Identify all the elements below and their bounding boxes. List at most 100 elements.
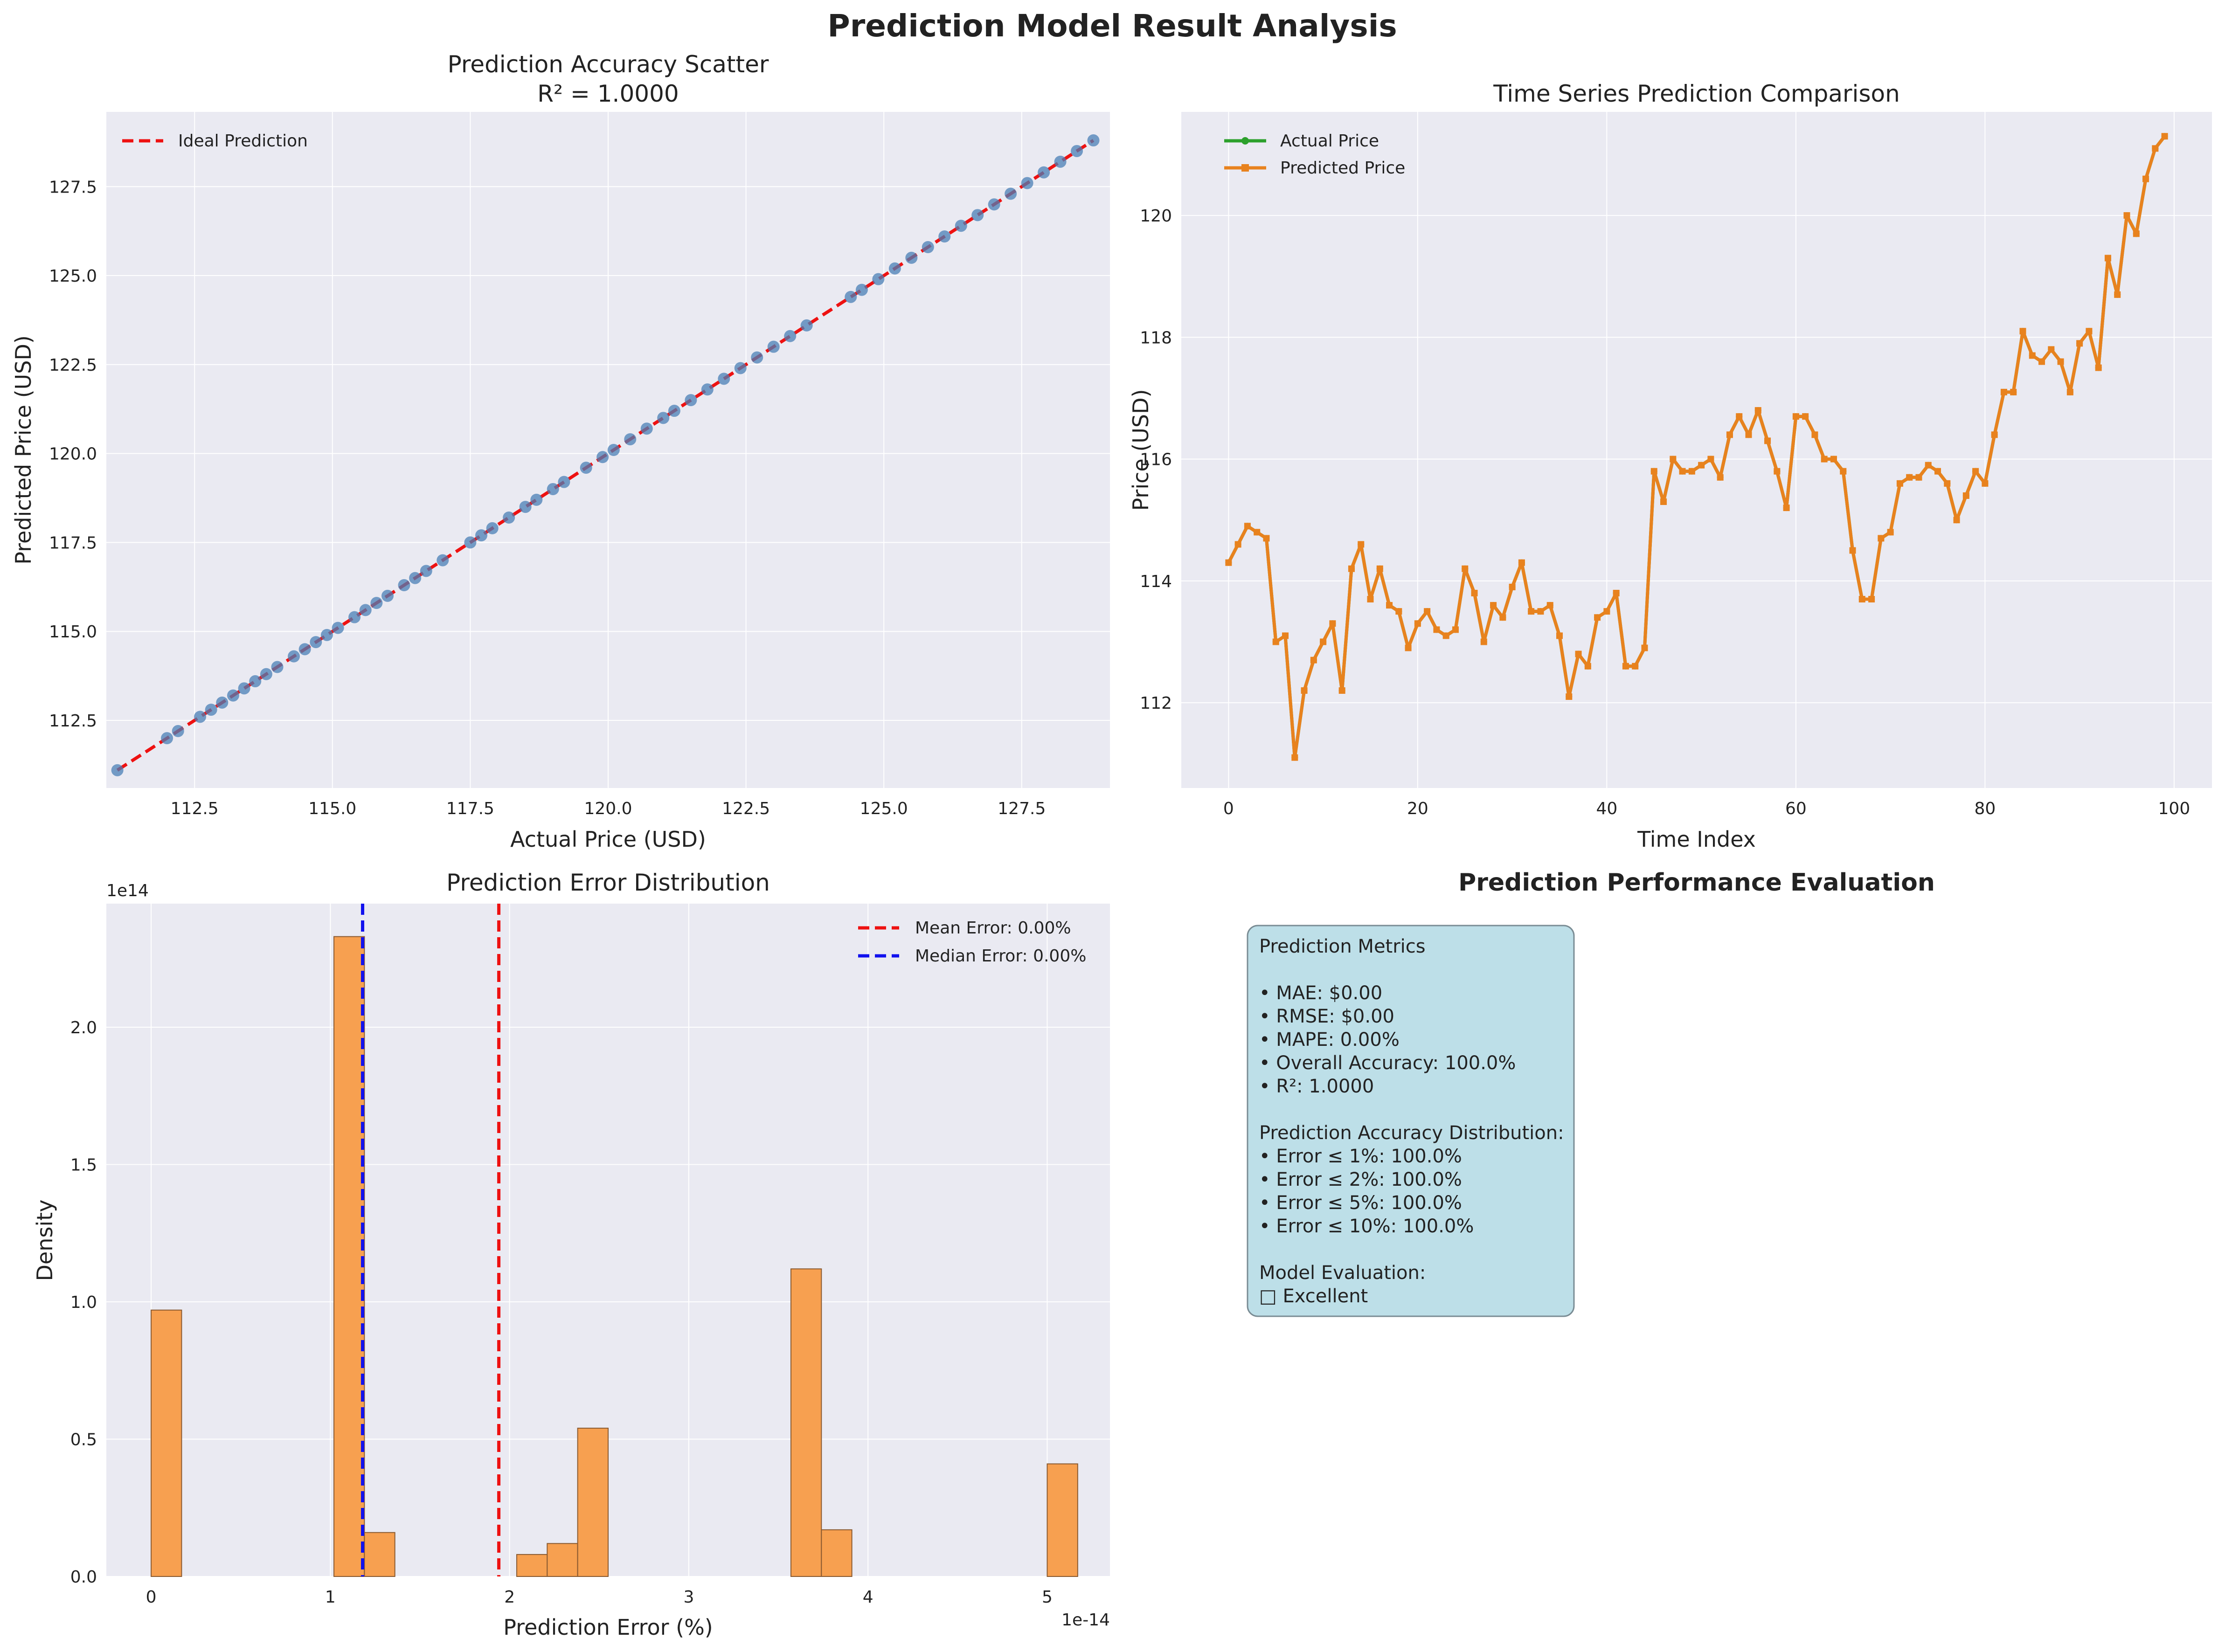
scatter-point xyxy=(938,230,951,243)
series-point-predicted xyxy=(1414,620,1421,627)
series-point-predicted xyxy=(2048,346,2055,353)
scatter-point xyxy=(475,529,488,542)
scatter-point xyxy=(624,433,637,446)
series-point-predicted xyxy=(1452,626,1459,633)
series-point-predicted xyxy=(2038,358,2045,365)
series-point-predicted xyxy=(1915,474,1922,481)
scatter-point xyxy=(922,241,934,253)
series-point-predicted xyxy=(1707,456,1714,463)
metrics-panel: Prediction Performance Evaluation Predic… xyxy=(1247,869,1935,1317)
scatter-point xyxy=(1087,134,1100,147)
series-point-predicted xyxy=(1594,614,1601,621)
series-point-predicted xyxy=(1982,480,1989,487)
timeseries-legend: Actual Price Predicted Price xyxy=(1224,131,1405,178)
series-point-predicted xyxy=(1858,596,1865,603)
series-point-predicted xyxy=(1934,468,1941,475)
y-tick-label: 116 xyxy=(1140,450,1172,470)
series-point-predicted xyxy=(1471,589,1478,596)
series-point-predicted xyxy=(1367,596,1374,603)
scatter-point xyxy=(320,629,333,641)
metrics-box xyxy=(1247,925,1575,1317)
series-point-predicted xyxy=(2114,291,2121,298)
scatter-point xyxy=(640,422,653,435)
metrics-line: • Error ≤ 10%: 100.0% xyxy=(1259,1216,1474,1237)
scatter-point xyxy=(872,273,885,285)
metrics-line: • Error ≤ 2%: 100.0% xyxy=(1259,1169,1462,1190)
histogram-bar xyxy=(364,1532,395,1577)
scatter-point xyxy=(547,483,559,495)
y-tick-label: 117.5 xyxy=(49,533,97,553)
histogram-panel: Prediction Error Distribution 0 1 2 3 4 5 0.0… xyxy=(32,869,1110,1640)
metrics-line: Prediction Metrics xyxy=(1259,936,1426,957)
scatter-point xyxy=(1005,187,1017,200)
histogram-title: Prediction Error Distribution xyxy=(446,869,770,896)
x-tick-label: 117.5 xyxy=(446,799,494,818)
series-point-predicted xyxy=(1840,468,1847,475)
x-tick-label: 100 xyxy=(2158,799,2190,818)
histogram-bar xyxy=(333,936,365,1577)
scatter-point xyxy=(298,643,311,656)
series-point-predicted xyxy=(1821,456,1828,463)
y-tick-label: 0.5 xyxy=(70,1431,97,1450)
x-tick-label: 1 xyxy=(325,1588,336,1607)
series-point-predicted xyxy=(1650,468,1657,475)
series-point-predicted xyxy=(2000,388,2007,395)
series-point-predicted xyxy=(1480,638,1487,645)
series-point-predicted xyxy=(1272,638,1279,645)
series-point-predicted xyxy=(1878,535,1885,542)
series-point-predicted xyxy=(1509,583,1516,590)
series-point-predicted xyxy=(1376,565,1383,572)
scatter-point xyxy=(1071,145,1083,157)
x-tick-label: 125.0 xyxy=(860,799,908,818)
scatter-point xyxy=(751,351,763,364)
scatter-point xyxy=(398,579,410,591)
histogram-bars-layer xyxy=(151,936,1078,1577)
legend-label-mean: Mean Error: 0.00% xyxy=(915,919,1071,938)
scatter-point xyxy=(845,290,857,303)
scatter-point xyxy=(348,611,361,623)
histogram-bar xyxy=(577,1427,609,1577)
histogram-bar xyxy=(516,1554,548,1577)
scatter-point xyxy=(607,444,620,456)
y-tick-label: 114 xyxy=(1140,572,1172,591)
scatter-point xyxy=(238,682,250,695)
series-point-predicted xyxy=(1887,529,1894,536)
histogram-y-ticks: 0.0 0.5 1.0 1.5 2.0 xyxy=(70,1018,97,1587)
series-point-predicted xyxy=(1566,693,1573,700)
x-tick-label: 20 xyxy=(1407,799,1428,818)
scatter-point xyxy=(1054,155,1067,168)
scatter-subtitle: R² = 1.0000 xyxy=(537,80,679,107)
series-point-predicted xyxy=(2019,328,2026,335)
series-point-predicted xyxy=(1282,632,1289,639)
series-point-predicted xyxy=(2057,358,2064,365)
series-point-predicted xyxy=(1783,505,1790,511)
scatter-point xyxy=(227,689,239,702)
scatter-point xyxy=(205,704,217,716)
scatter-point xyxy=(800,319,813,332)
metrics-line: • R²: 1.0000 xyxy=(1259,1076,1374,1097)
timeseries-y-ticks: 112 114 116 118 120 xyxy=(1140,207,1172,713)
scatter-point xyxy=(668,405,680,417)
series-point-predicted xyxy=(1263,535,1270,542)
y-tick-label: 2.0 xyxy=(70,1018,97,1037)
scatter-point xyxy=(701,383,714,396)
scatter-point xyxy=(955,220,967,232)
series-point-predicted xyxy=(1490,602,1497,609)
scatter-point xyxy=(310,636,322,649)
scatter-x-label: Actual Price (USD) xyxy=(510,827,706,852)
series-point-predicted xyxy=(1764,437,1771,444)
timeseries-x-label: Time Index xyxy=(1637,827,1756,852)
series-point-predicted xyxy=(1301,687,1308,694)
scatter-point xyxy=(359,604,372,616)
y-tick-label: 0.0 xyxy=(70,1568,97,1587)
x-tick-label: 5 xyxy=(1042,1588,1053,1607)
x-tick-label: 112.5 xyxy=(171,799,219,818)
x-tick-label: 60 xyxy=(1785,799,1807,818)
series-point-predicted xyxy=(1405,644,1412,651)
timeseries-plot-area xyxy=(1181,112,2212,788)
scatter-point xyxy=(530,493,543,506)
timeseries-lines-layer xyxy=(1225,133,2168,761)
scatter-point xyxy=(420,565,432,577)
series-point-predicted xyxy=(1234,541,1241,548)
